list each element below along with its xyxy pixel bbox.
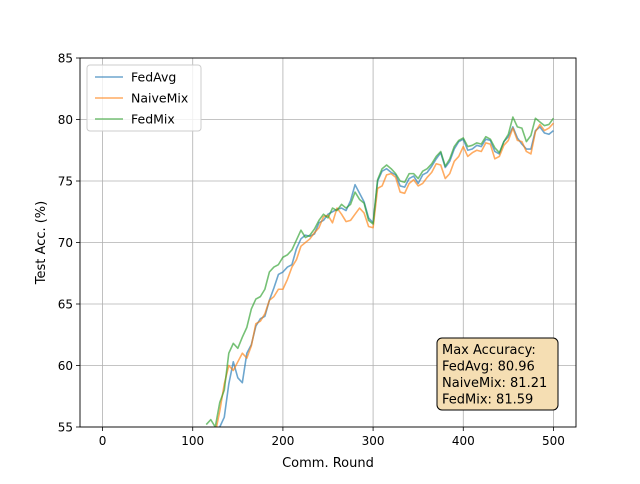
series-line-fedavg: [218, 126, 554, 427]
x-tick-label: 300: [362, 434, 385, 448]
annotation-line: Max Accuracy:: [442, 343, 536, 358]
x-tick-label: 0: [99, 434, 107, 448]
y-tick-label: 60: [58, 359, 73, 373]
x-tick-label: 500: [542, 434, 565, 448]
series-line-naivemix: [215, 122, 555, 427]
y-axis-label: Test Acc. (%): [34, 201, 49, 285]
series-line-fedmix: [205, 116, 555, 427]
legend-label: NaiveMix: [131, 91, 188, 106]
series-layer: [205, 116, 555, 427]
y-tick-label: 55: [58, 421, 73, 435]
x-tick-label: 200: [271, 434, 294, 448]
y-tick-label: 65: [58, 298, 73, 312]
legend-box: [86, 64, 202, 132]
legend: FedAvg NaiveMix FedMix: [86, 64, 202, 132]
x-tick-label: 400: [452, 434, 475, 448]
annotation-line: NaiveMix: 81.21: [442, 376, 547, 391]
annotation-line: FedAvg: 80.96: [442, 360, 535, 375]
y-tick-label: 70: [58, 236, 73, 250]
y-tick-label: 85: [58, 52, 73, 66]
annotation-line: FedMix: 81.59: [442, 393, 533, 408]
axis-ticks: 0 100 200 300 400 500 55 60 65 70 75 80 85: [58, 52, 565, 449]
y-tick-label: 75: [58, 175, 73, 189]
x-tick-label: 100: [181, 434, 204, 448]
legend-label: FedMix: [131, 112, 175, 127]
y-tick-label: 80: [58, 113, 73, 127]
x-axis-label: Comm. Round: [282, 456, 374, 471]
annotation-box: [436, 337, 559, 411]
legend-label: FedAvg: [131, 70, 176, 85]
